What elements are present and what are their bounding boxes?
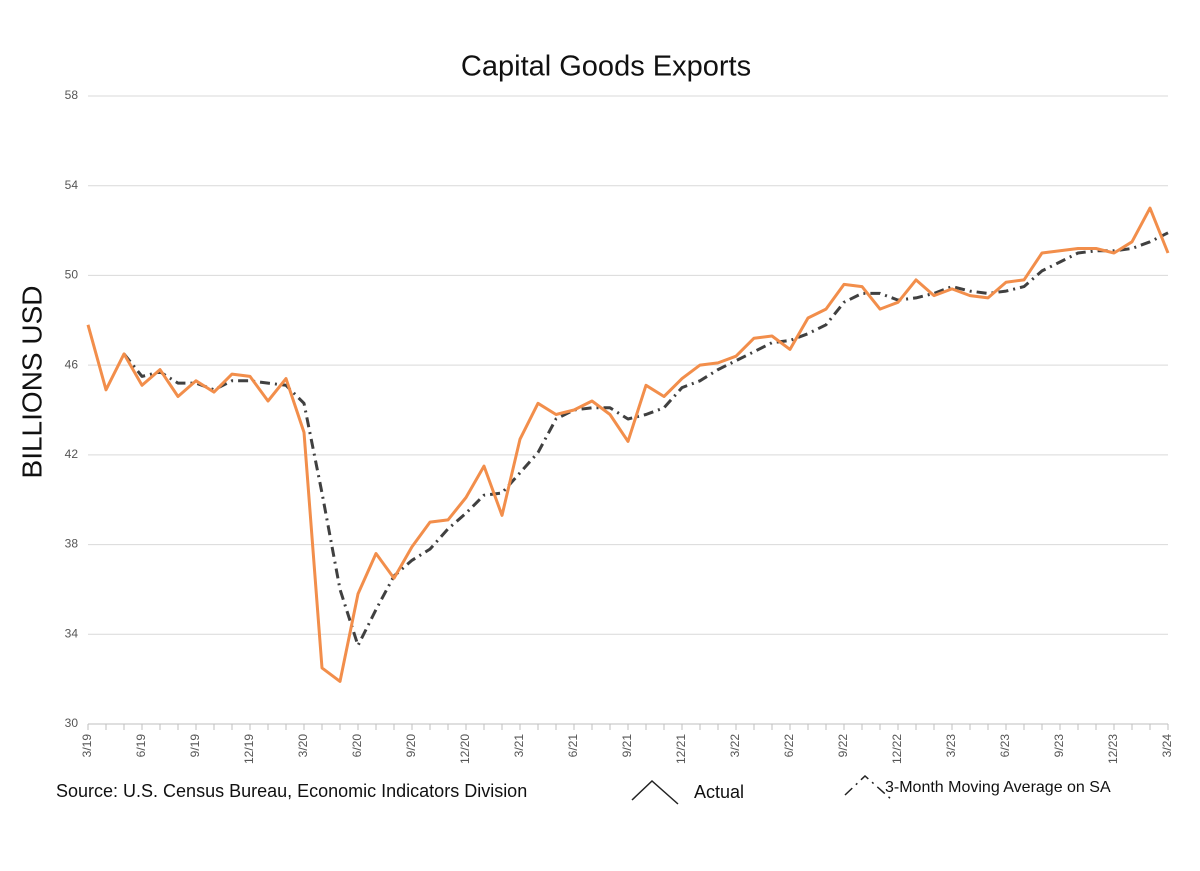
y-tick-label: 34	[65, 626, 79, 640]
source-note: Source: U.S. Census Bureau, Economic Ind…	[56, 781, 527, 801]
chart-title: Capital Goods Exports	[461, 51, 751, 83]
series-line	[86, 206, 1170, 683]
y-tick-label: 42	[65, 447, 79, 461]
x-tick-label: 6/22	[782, 734, 796, 758]
x-tick-label: 12/21	[674, 734, 688, 764]
y-tick-label: 38	[65, 537, 79, 551]
x-tick-label: 12/20	[458, 734, 472, 764]
x-tick-label: 3/24	[1160, 734, 1174, 758]
x-tick-label: 12/23	[1106, 734, 1120, 764]
x-tick-label: 3/20	[296, 734, 310, 758]
x-tick-label: 3/23	[944, 734, 958, 758]
series-line	[122, 231, 1169, 647]
x-tick-label: 9/20	[404, 734, 418, 758]
x-tick-label: 3/21	[512, 734, 526, 758]
x-tick-label: 3/22	[728, 734, 742, 758]
x-tick-label: 12/22	[890, 734, 904, 764]
x-tick-label: 6/23	[998, 734, 1012, 758]
y-tick-label: 46	[65, 357, 79, 371]
x-tick-label: 3/19	[80, 734, 94, 758]
x-tick-label: 9/19	[188, 734, 202, 758]
x-tick-label: 6/19	[134, 734, 148, 758]
y-tick-label: 30	[65, 716, 79, 730]
legend-marker	[844, 774, 892, 800]
y-axis-label: BILLIONS USD	[16, 286, 47, 479]
x-tick-label: 6/20	[350, 734, 364, 758]
y-tick-label: 58	[65, 88, 79, 102]
legend-label: 3-Month Moving Average on SA	[885, 779, 1111, 796]
legend-marker	[631, 779, 679, 805]
x-tick-label: 9/23	[1052, 734, 1066, 758]
legend-label: Actual	[694, 782, 744, 802]
x-tick-label: 9/22	[836, 734, 850, 758]
x-tick-label: 12/19	[242, 734, 256, 764]
y-tick-label: 50	[65, 268, 79, 282]
x-tick-label: 6/21	[566, 734, 580, 758]
y-tick-label: 54	[65, 178, 79, 192]
x-tick-label: 9/21	[620, 734, 634, 758]
